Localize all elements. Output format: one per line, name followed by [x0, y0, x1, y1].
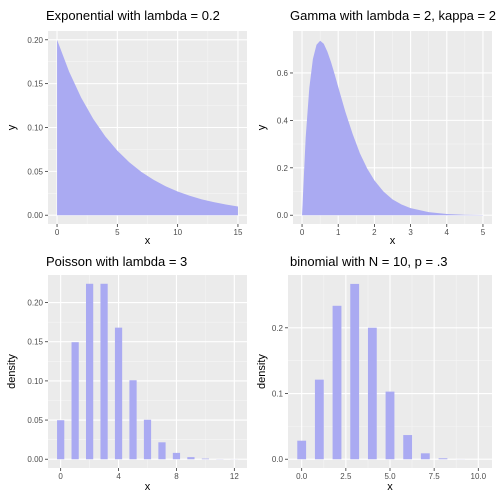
x-tick-label: 10	[173, 228, 182, 237]
x-axis-title: x	[145, 235, 151, 247]
chart-title: Exponential with lambda = 0.2	[46, 8, 220, 23]
bar-x-10	[201, 458, 210, 460]
x-tick-label: 5.0	[384, 472, 396, 481]
x-tick-label: 5	[481, 228, 486, 237]
x-tick-label: 3	[408, 228, 413, 237]
y-tick-label: 0.10	[27, 124, 43, 133]
x-tick-label: 4	[445, 228, 450, 237]
bar-x-2	[332, 305, 342, 460]
density-area	[302, 40, 483, 216]
bar-x-6	[143, 419, 152, 460]
x-tick-label: 4	[116, 472, 121, 481]
x-axis-title: x	[145, 481, 151, 493]
density-area	[57, 39, 238, 216]
x-tick-label: 0	[58, 472, 63, 481]
x-tick-label: 0	[300, 228, 305, 237]
x-tick-label: 2	[372, 228, 377, 237]
chart-panel-2: 0 1 2 3 4 5 0.0 0.2 0.4 0.6 Gamma with lambda = 2,…	[256, 8, 496, 247]
y-axis-title: density	[6, 354, 18, 389]
bar-x-8	[438, 458, 448, 460]
x-axis-title: x	[390, 235, 396, 247]
x-tick-label: 10.0	[471, 472, 487, 481]
y-tick-label: 0.05	[27, 167, 43, 176]
bar-x-4	[367, 327, 377, 460]
y-tick-label: 0.0	[277, 211, 289, 220]
y-tick-label: 0.15	[27, 338, 43, 347]
y-tick-label: 0.20	[27, 299, 43, 308]
x-tick-label: 0	[55, 228, 60, 237]
chart-title: Gamma with lambda = 2, kappa = 2	[290, 8, 496, 23]
chart-panel-3: 0 4 8 12 0.00 0.05 0.10 0.15 0.20 Poisson with la…	[6, 254, 247, 493]
y-axis-title: y	[6, 124, 18, 130]
x-tick-label: 5	[115, 228, 120, 237]
bar-x-9	[187, 457, 195, 460]
chart-panel-4: 0.0 2.5 5.0 7.5 10.0 0.0 0.1 0.2 binomial with N…	[256, 254, 492, 493]
y-tick-label: 0.0	[272, 455, 284, 464]
bar-x-0	[297, 440, 307, 460]
y-tick-label: 0.6	[277, 69, 289, 78]
bar-x-3	[350, 283, 360, 460]
x-axis-title: x	[387, 481, 393, 493]
y-tick-label: 0.10	[27, 377, 43, 386]
bar-x-8	[172, 452, 181, 460]
x-tick-label: 0.0	[296, 472, 308, 481]
y-tick-label: 0.00	[27, 211, 43, 220]
bar-x-1	[71, 342, 79, 460]
x-tick-label: 7.5	[429, 472, 441, 481]
y-tick-label: 0.20	[27, 36, 43, 45]
y-tick-label: 0.00	[27, 455, 43, 464]
x-tick-label: 15	[234, 228, 243, 237]
bar-x-0	[57, 420, 65, 460]
x-tick-label: 2.5	[340, 472, 352, 481]
x-tick-label: 12	[230, 472, 239, 481]
bar-x-5	[385, 391, 395, 460]
y-axis-title: y	[256, 124, 268, 130]
y-tick-label: 0.05	[27, 416, 43, 425]
bar-x-2	[85, 283, 94, 460]
y-tick-label: 0.2	[277, 164, 289, 173]
bar-x-7	[420, 453, 430, 460]
y-tick-label: 0.15	[27, 80, 43, 89]
bar-x-5	[129, 380, 137, 460]
chart-title: binomial with N = 10, p = .3	[290, 254, 448, 269]
bar-x-4	[114, 327, 123, 460]
x-tick-label: 1	[336, 228, 341, 237]
x-tick-label: 8	[174, 472, 179, 481]
y-axis-title: density	[256, 354, 268, 389]
y-tick-label: 0.1	[272, 390, 284, 399]
y-tick-label: 0.4	[277, 116, 289, 125]
bar-x-6	[403, 435, 413, 460]
chart-title: Poisson with lambda = 3	[46, 254, 187, 269]
bar-x-7	[158, 442, 166, 460]
bar-x-3	[100, 283, 108, 460]
chart-panel-1: 0 5 10 15 0.00 0.05 0.10 0.15 0.20 Exponential wi…	[6, 8, 247, 247]
bar-x-1	[314, 379, 324, 460]
y-tick-label: 0.2	[272, 324, 284, 333]
